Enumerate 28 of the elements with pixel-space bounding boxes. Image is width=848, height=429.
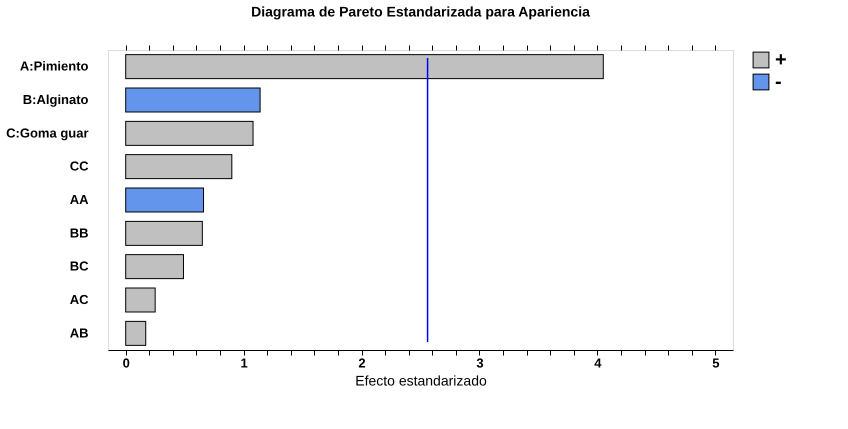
bar (125, 188, 204, 212)
legend-label: - (775, 71, 782, 93)
x-tick-label: 0 (122, 356, 130, 370)
y-tick-label: A:Pimiento (20, 58, 89, 74)
y-tick-label: AA (70, 192, 90, 207)
y-tick-label: BB (70, 225, 88, 240)
bar (125, 54, 604, 80)
x-axis-title: Efecto estandarizado (355, 372, 487, 388)
bar (125, 254, 184, 280)
bar (125, 288, 156, 312)
x-tick-label: 5 (712, 356, 720, 370)
x-tick-label: 3 (476, 356, 484, 370)
x-tick-label: 2 (358, 356, 366, 370)
y-tick-label: C:Goma guar (6, 125, 88, 140)
y-tick-label: CC (70, 158, 90, 174)
bar (125, 220, 203, 246)
y-tick-label: AC (70, 292, 90, 307)
y-tick-label: B:Alginato (22, 92, 89, 107)
bar (125, 154, 232, 180)
bar (125, 120, 254, 146)
bar (125, 88, 261, 112)
y-tick-label: BC (70, 258, 90, 274)
x-tick-label: 1 (240, 356, 248, 370)
chart-title: Diagrama de Pareto Estandarizada para Apariencia (251, 4, 590, 20)
y-tick-label: AB (70, 325, 88, 340)
x-tick-label: 4 (594, 356, 602, 370)
bar (125, 320, 146, 346)
legend-label: + (775, 49, 787, 71)
